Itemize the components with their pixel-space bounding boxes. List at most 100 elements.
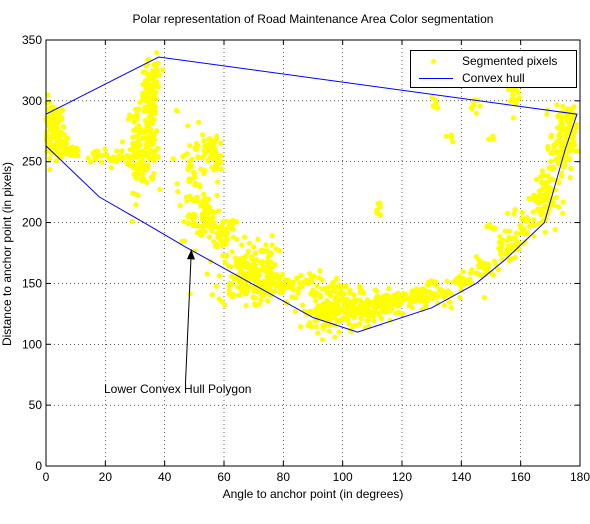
y-tick-label: 300 [22,94,42,108]
segmented-pixel-point [157,186,163,192]
segmented-pixel-point [386,285,392,292]
segmented-pixel-point [446,290,452,296]
segmented-pixel-point [140,135,146,141]
segmented-pixel-point [545,173,551,179]
segmented-pixel-point [318,294,324,300]
segmented-pixel-point [349,301,355,307]
segmented-pixel-point [481,295,488,301]
segmented-pixel-point [310,287,316,293]
segmented-pixel-point [374,207,380,213]
segmented-pixel-point [187,143,193,149]
segmented-pixel-point [560,103,566,109]
segmented-pixel-point [218,140,224,146]
segmented-pixel-point [384,301,390,307]
segmented-pixel-point [214,133,220,139]
convex-hull-line [45,56,578,333]
segmented-pixel-point [346,321,352,327]
segmented-pixel-point [394,300,400,306]
y-tick-label: 250 [22,155,42,169]
segmented-pixel-point [321,306,327,312]
segmented-pixel-point [145,76,151,83]
segmented-pixel-point [149,176,155,182]
segmented-pixel-point [332,334,338,340]
segmented-pixel-point [359,312,365,318]
segmented-pixel-point [560,210,566,216]
segmented-pixel-point [335,309,341,315]
segmented-pixel-point [350,323,356,329]
segmented-pixel-point [145,139,151,145]
segmented-pixel-point [215,179,221,185]
segmented-pixel-point [510,92,516,98]
segmented-pixel-point [532,222,538,228]
segmented-pixel-point [181,238,188,244]
segmented-pixel-point [256,279,262,286]
segmented-pixel-point [468,270,474,276]
segmented-pixel-point [256,301,262,307]
segmented-pixel-point [344,316,350,322]
segmented-pixel-point [422,303,428,309]
segmented-pixel-point [192,221,198,227]
segmented-pixel-point [512,207,518,213]
segmented-pixel-point [255,236,261,242]
segmented-pixel-point [370,309,376,316]
segmented-pixel-point [44,129,50,135]
segmented-pixel-point [245,248,252,254]
segmented-pixel-point [219,166,225,172]
segmented-pixel-point [51,113,58,119]
segmented-pixel-point [269,233,275,239]
y-tick-label: 100 [22,337,42,351]
segmented-pixel-point [170,156,176,162]
segmented-pixel-point [446,299,452,305]
x-tick-label: 40 [158,470,172,484]
segmented-pixel-point [370,313,376,319]
segmented-pixel-point [108,165,114,171]
segmented-pixel-point [457,295,463,301]
segmented-pixel-point [552,226,558,233]
legend-marker-dot [431,59,436,64]
segmented-pixel-point [134,141,140,147]
segmented-pixel-point [134,115,140,121]
segmented-pixel-point [418,296,424,302]
segmented-pixel-point [119,139,126,145]
segmented-pixel-point [205,148,211,155]
segmented-pixel-point [544,196,551,202]
segmented-pixel-point [367,300,373,306]
segmented-pixel-point [382,309,388,315]
segmented-pixel-point [300,302,306,308]
segmented-pixel-point [229,218,235,225]
segmented-pixel-point [146,154,152,160]
segmented-pixel-point [338,291,344,297]
segmented-pixel-point [54,152,60,158]
segmented-pixel-point [286,277,292,284]
segmented-pixel-point [548,150,554,156]
segmented-pixel-point [230,226,236,232]
segmented-pixel-point [289,294,295,300]
segmented-pixel-point [290,279,296,285]
segmented-pixel-point [140,166,146,172]
segmented-pixel-point [371,318,377,324]
segmented-pixel-point [473,254,479,260]
x-tick-label: 20 [99,470,113,484]
segmented-pixel-point [214,244,220,250]
segmented-pixel-point [539,193,545,199]
segmented-pixel-point [127,147,133,153]
segmented-pixel-point [206,223,212,229]
segmented-pixel-point [274,275,280,281]
segmented-pixel-point [143,150,149,156]
segmented-pixel-point [488,224,494,231]
segmented-pixel-point [522,239,528,245]
segmented-pixel-point [124,152,130,159]
segmented-pixel-point [421,286,427,292]
segmented-pixel-point [50,123,57,129]
segmented-pixel-point [352,310,358,317]
segmented-pixel-point [491,258,497,264]
segmented-pixel-point [326,290,332,296]
segmented-pixel-point [298,272,304,279]
segmented-pixel-point [259,259,265,265]
segmented-pixel-point [140,90,146,97]
segmented-pixel-point [319,337,325,343]
segmented-pixel-point [334,275,340,282]
segmented-pixel-point [213,162,220,168]
segmented-pixel-point [505,237,511,243]
segmented-pixel-point [243,303,249,309]
